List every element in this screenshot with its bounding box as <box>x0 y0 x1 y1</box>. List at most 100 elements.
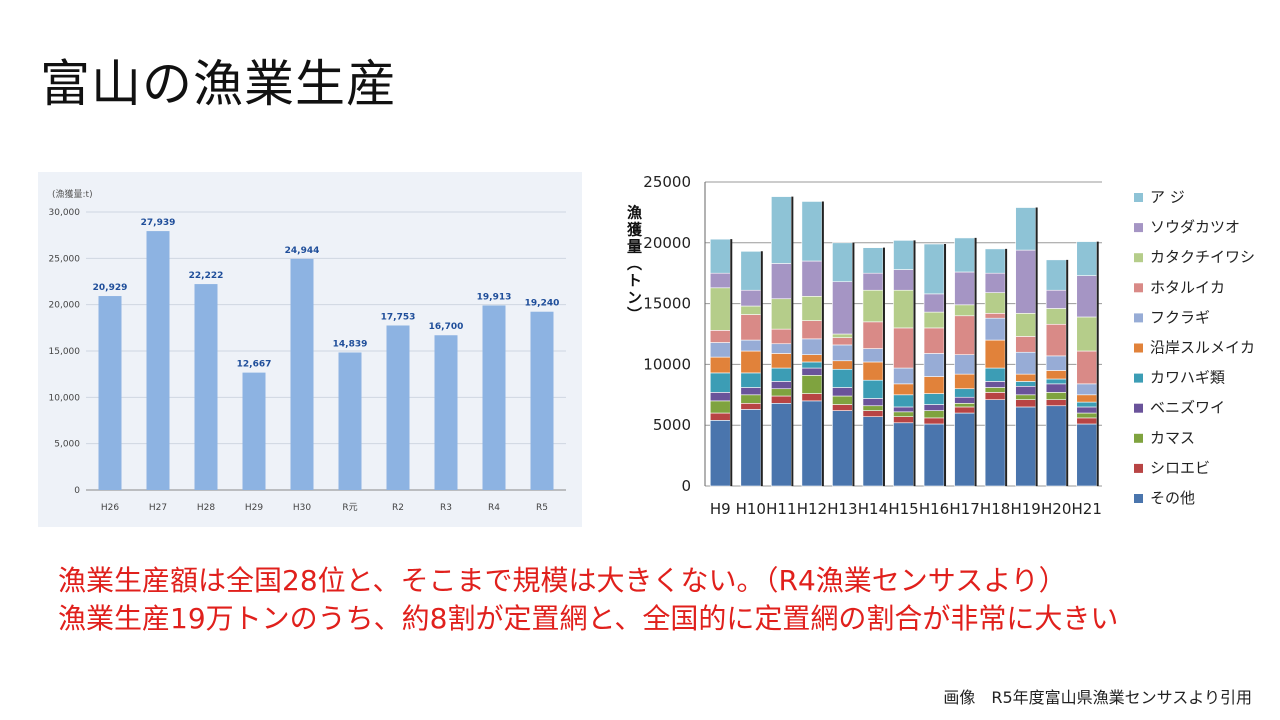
x-tick-label: H12 <box>797 500 827 518</box>
y-tick-label: 0 <box>681 477 691 495</box>
x-tick-label: H27 <box>149 503 167 513</box>
segment-H13-5 <box>832 360 853 370</box>
segment-H11-0 <box>771 403 792 487</box>
segment-H18-7 <box>984 313 1006 319</box>
segment-H12-9 <box>801 260 823 297</box>
segment-H15-0 <box>893 422 914 487</box>
legend-swatch <box>1134 463 1143 473</box>
segment-H19-4 <box>1015 381 1036 387</box>
segment-H9-6 <box>709 342 731 358</box>
segment-H20-3 <box>1045 383 1067 393</box>
caption-line-2: 漁業生産19万トンのうち、約8割が定置網と、全国的に定置網の割合が非常に大きい <box>58 602 1119 635</box>
x-tick-label: R3 <box>440 503 452 513</box>
y-tick-label: 10,000 <box>49 393 81 403</box>
x-tick-label: H29 <box>245 503 263 513</box>
x-tick-label: H16 <box>919 500 949 518</box>
segment-H9-8 <box>709 287 731 331</box>
segment-H19-9 <box>1015 249 1036 314</box>
legend-label: カタクチイワシ <box>1150 248 1255 266</box>
segment-H15-4 <box>893 394 914 408</box>
segment-H18-3 <box>984 381 1006 388</box>
segment-H13-0 <box>832 410 853 487</box>
segment-H16-4 <box>923 393 945 405</box>
segment-H13-8 <box>832 333 853 338</box>
segment-H16-2 <box>923 410 945 419</box>
segment-H9-3 <box>709 392 731 402</box>
legend-swatch <box>1134 343 1143 353</box>
segment-H20-0 <box>1045 405 1067 487</box>
data-label: 19,240 <box>525 299 560 309</box>
segment-H12-5 <box>801 354 823 363</box>
segment-H13-10 <box>832 242 853 283</box>
segment-H12-10 <box>801 201 823 262</box>
bar-R3 <box>434 335 458 490</box>
y-tick-label: 20,000 <box>49 301 81 311</box>
segment-H18-8 <box>984 292 1006 314</box>
segment-H14-3 <box>862 398 884 407</box>
segment-H13-6 <box>832 344 853 362</box>
segment-H21-1 <box>1076 417 1098 425</box>
x-tick-label: H14 <box>858 500 888 518</box>
segment-H15-7 <box>893 327 914 369</box>
data-label: 24,944 <box>285 246 320 256</box>
segment-H9-2 <box>709 400 731 414</box>
segment-H18-9 <box>984 272 1006 293</box>
legend-swatch <box>1134 313 1143 323</box>
segment-H9-9 <box>709 272 731 289</box>
x-tick-label: H20 <box>1041 500 1071 518</box>
segment-H21-3 <box>1076 406 1098 414</box>
x-tick-label: H9 <box>710 500 731 518</box>
segment-H11-8 <box>771 298 792 330</box>
segment-H17-9 <box>954 271 975 306</box>
x-tick-label: R4 <box>488 503 500 513</box>
legend-swatch <box>1134 253 1143 263</box>
x-tick-label: R5 <box>536 503 548 513</box>
segment-H9-10 <box>709 238 731 274</box>
data-label: 16,700 <box>429 322 464 332</box>
x-tick-label: H13 <box>827 500 857 518</box>
segment-H15-1 <box>893 416 914 424</box>
bar-H30 <box>290 258 314 490</box>
segment-H12-3 <box>801 367 823 376</box>
legend-swatch <box>1134 373 1143 383</box>
y-tick-label: 10000 <box>643 355 691 373</box>
segment-H16-10 <box>923 243 945 295</box>
segment-H11-1 <box>771 395 792 404</box>
data-label: 12,667 <box>237 360 272 370</box>
y-tick-label: 30,000 <box>49 208 81 218</box>
segment-H16-8 <box>923 311 945 329</box>
bar-R元 <box>338 352 362 490</box>
data-label: 14,839 <box>333 339 368 349</box>
legend-label: シロエビ <box>1150 459 1210 477</box>
data-label: 22,222 <box>189 271 224 281</box>
bar-H28 <box>194 284 218 490</box>
segment-H14-4 <box>862 379 884 399</box>
segment-H17-8 <box>954 304 975 317</box>
legend-swatch <box>1134 403 1143 413</box>
segment-H11-2 <box>771 388 792 397</box>
segment-H19-3 <box>1015 385 1036 396</box>
segment-H15-5 <box>893 383 914 396</box>
segment-H18-2 <box>984 387 1006 393</box>
y-axis-title: 漁獲量（トン） <box>625 204 643 324</box>
segment-H21-2 <box>1076 412 1098 419</box>
segment-H14-7 <box>862 321 884 349</box>
y-tick-label: 25000 <box>643 173 691 191</box>
segment-H21-0 <box>1076 423 1098 487</box>
segment-H17-5 <box>954 373 975 390</box>
segment-H15-2 <box>893 411 914 417</box>
x-tick-label: H21 <box>1072 500 1102 518</box>
legend-label: ホタルイカ <box>1150 278 1225 296</box>
segment-H21-7 <box>1076 350 1098 385</box>
segment-H9-0 <box>709 420 731 487</box>
segment-H9-4 <box>709 372 731 393</box>
segment-H13-1 <box>832 404 853 411</box>
segment-H21-9 <box>1076 275 1098 318</box>
segment-H20-1 <box>1045 399 1067 407</box>
x-tick-label: R2 <box>392 503 404 513</box>
bar-R2 <box>386 325 410 490</box>
segment-H11-3 <box>771 381 792 390</box>
segment-H14-2 <box>862 405 884 411</box>
segment-H12-8 <box>801 296 823 321</box>
